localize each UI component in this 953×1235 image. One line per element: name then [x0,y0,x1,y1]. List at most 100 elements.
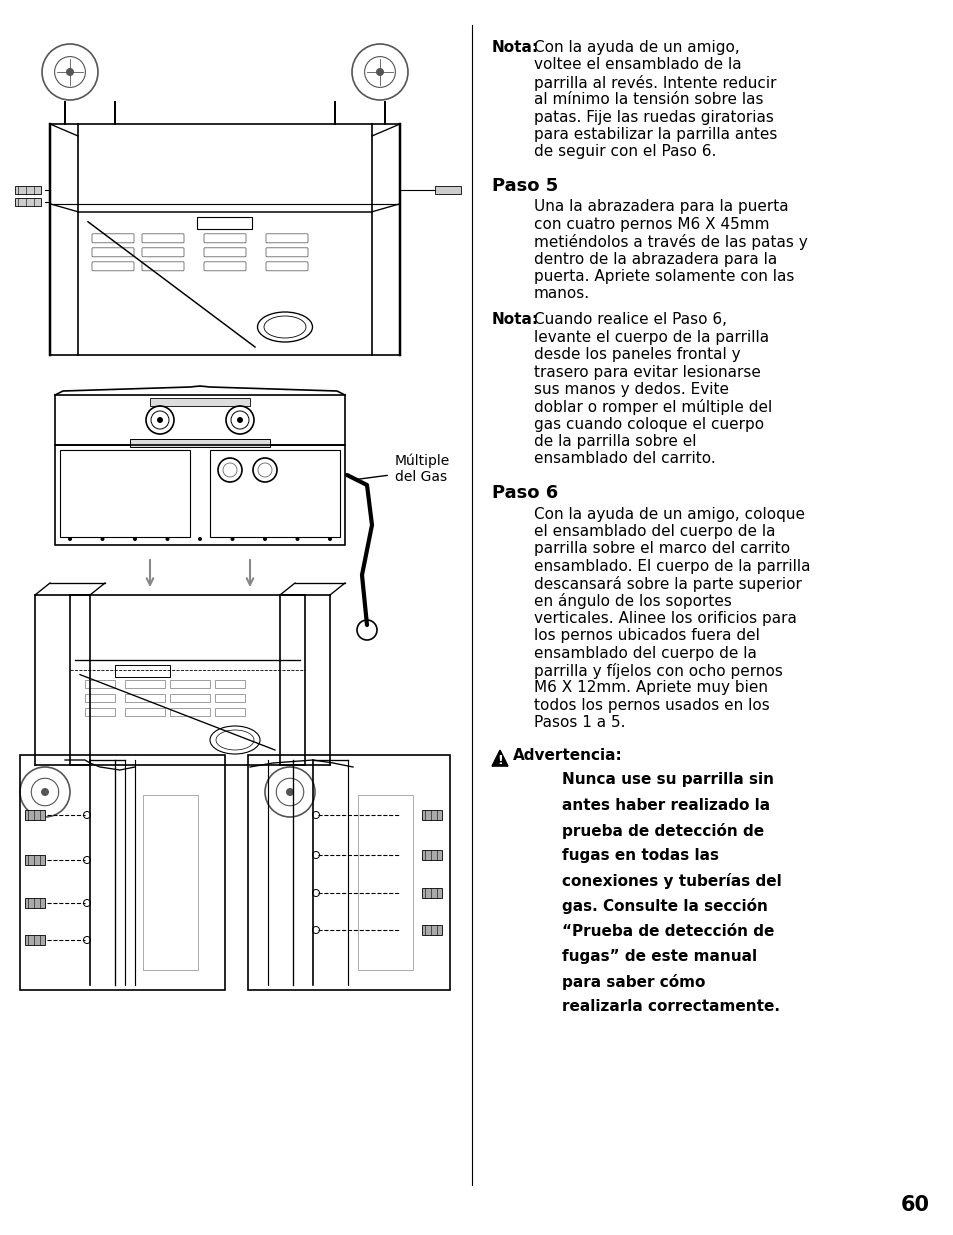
Bar [115,664,170,677]
Bar [170,679,210,688]
Text: Cuando realice el Paso 6,: Cuando realice el Paso 6, [534,312,726,327]
Text: Pasos 1 a 5.: Pasos 1 a 5. [534,715,625,730]
Text: metiéndolos a través de las patas y: metiéndolos a través de las patas y [534,235,807,251]
Text: con cuatro pernos M6 X 45mm: con cuatro pernos M6 X 45mm [534,217,769,232]
Bar [170,694,210,701]
Text: Nota:: Nota: [492,312,538,327]
Bar [421,888,441,898]
Bar [248,755,450,990]
Text: fugas” de este manual: fugas” de este manual [561,948,757,963]
Text: “Prueba de detección de: “Prueba de detección de [561,924,774,939]
Circle shape [198,537,202,541]
Bar [210,450,339,537]
Bar [15,185,41,194]
Bar [357,795,413,969]
Bar [25,935,45,945]
Text: gas cuando coloque el cuerpo: gas cuando coloque el cuerpo [534,416,763,432]
Circle shape [286,788,294,797]
Text: levante el cuerpo de la parrilla: levante el cuerpo de la parrilla [534,330,768,345]
Text: voltee el ensamblado de la: voltee el ensamblado de la [534,57,740,73]
Text: parrilla y fíjelos con ocho pernos: parrilla y fíjelos con ocho pernos [534,663,782,679]
Text: trasero para evitar lesionarse: trasero para evitar lesionarse [534,364,760,379]
Text: el ensamblado del cuerpo de la: el ensamblado del cuerpo de la [534,524,775,538]
Circle shape [132,537,137,541]
Bar [85,708,115,715]
Bar [25,855,45,864]
Text: M6 X 12mm. Apriete muy bien: M6 X 12mm. Apriete muy bien [534,680,767,695]
Circle shape [295,537,299,541]
Circle shape [328,537,332,541]
Text: doblar o romper el múltiple del: doblar o romper el múltiple del [534,399,771,415]
Bar [85,679,115,688]
Bar [150,398,250,406]
Bar [85,694,115,701]
Bar [25,810,45,820]
Text: de seguir con el Paso 6.: de seguir con el Paso 6. [534,144,716,159]
Text: Nota:: Nota: [492,40,538,56]
Bar [170,708,210,715]
Text: Paso 6: Paso 6 [492,484,558,503]
Bar [15,198,41,206]
Circle shape [66,68,74,77]
Circle shape [165,537,170,541]
Circle shape [157,417,163,424]
Bar [125,694,165,701]
Bar [20,755,225,990]
Text: los pernos ubicados fuera del: los pernos ubicados fuera del [534,629,760,643]
Text: 60: 60 [900,1195,929,1215]
Text: Una la abrazadera para la puerta: Una la abrazadera para la puerta [534,199,788,215]
Bar [25,898,45,908]
Text: de la parrilla sobre el: de la parrilla sobre el [534,433,696,450]
Bar [214,708,245,715]
Text: sus manos y dedos. Evite: sus manos y dedos. Evite [534,382,728,396]
Circle shape [375,68,384,77]
Text: todos los pernos usados en los: todos los pernos usados en los [534,698,769,713]
Polygon shape [492,750,507,766]
Bar [125,708,165,715]
Text: al mínimo la tensión sobre las: al mínimo la tensión sobre las [534,93,762,107]
Text: prueba de detección de: prueba de detección de [561,823,763,839]
Bar [435,185,460,194]
Bar [55,395,345,445]
Text: ensamblado. El cuerpo de la parrilla: ensamblado. El cuerpo de la parrilla [534,558,810,574]
Text: ensamblado del carrito.: ensamblado del carrito. [534,452,715,467]
Text: Con la ayuda de un amigo,: Con la ayuda de un amigo, [534,40,739,56]
Text: para saber cómo: para saber cómo [561,974,704,990]
Bar [214,694,245,701]
Circle shape [263,537,267,541]
Circle shape [231,537,234,541]
Bar [143,795,198,969]
Text: gas. Consulte la sección: gas. Consulte la sección [561,898,767,914]
Text: ensamblado del cuerpo de la: ensamblado del cuerpo de la [534,646,756,661]
Bar [421,850,441,860]
Text: en ángulo de los soportes: en ángulo de los soportes [534,594,731,609]
Text: parrilla al revés. Intente reducir: parrilla al revés. Intente reducir [534,75,776,90]
Circle shape [100,537,105,541]
Bar [55,445,345,545]
Text: antes haber realizado la: antes haber realizado la [561,798,769,813]
Text: puerta. Apriete solamente con las: puerta. Apriete solamente con las [534,269,794,284]
Text: parrilla sobre el marco del carrito: parrilla sobre el marco del carrito [534,541,789,556]
Text: verticales. Alinee los orificios para: verticales. Alinee los orificios para [534,611,796,626]
Text: desde los paneles frontal y: desde los paneles frontal y [534,347,740,362]
Circle shape [236,417,243,424]
Text: !: ! [497,755,502,767]
Text: manos.: manos. [534,287,590,301]
Bar [130,438,270,447]
Text: patas. Fije las ruedas giratorias: patas. Fije las ruedas giratorias [534,110,773,125]
Text: fugas en todas las: fugas en todas las [561,848,719,863]
Bar [60,450,190,537]
Circle shape [68,537,71,541]
Bar [197,217,253,228]
Text: Paso 5: Paso 5 [492,178,558,195]
Text: Múltiple
del Gas: Múltiple del Gas [395,453,450,484]
Text: para estabilizar la parrilla antes: para estabilizar la parrilla antes [534,127,777,142]
Bar [421,925,441,935]
Circle shape [41,788,49,797]
Text: dentro de la abrazadera para la: dentro de la abrazadera para la [534,252,777,267]
Bar [421,810,441,820]
Text: Advertencia:: Advertencia: [513,748,622,763]
Text: Nunca use su parrilla sin: Nunca use su parrilla sin [561,772,773,788]
Text: realizarla correctamente.: realizarla correctamente. [561,999,780,1014]
Bar [214,679,245,688]
